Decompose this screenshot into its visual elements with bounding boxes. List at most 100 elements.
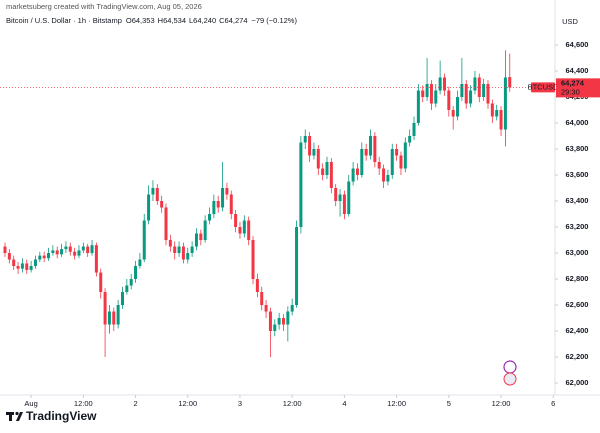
price-tag: [556, 78, 600, 98]
candle-body: [299, 142, 303, 228]
candle-body: [295, 227, 299, 306]
candle-body: [16, 266, 20, 269]
x-tick-label: 12:00: [74, 399, 93, 408]
candle-body: [290, 305, 294, 312]
candle-body: [264, 305, 268, 312]
x-tick-label: Aug: [24, 399, 37, 408]
candle-body: [7, 253, 11, 260]
ohlc-label: L64,240: [189, 16, 216, 25]
candle-body: [212, 201, 216, 215]
candle-body: [434, 90, 438, 104]
countdown: 29:30: [561, 87, 580, 96]
candle-body: [451, 109, 455, 117]
candle-body: [77, 250, 81, 256]
candle-body: [38, 255, 42, 260]
candle-body: [399, 155, 403, 169]
x-tick-label: 3: [238, 399, 242, 408]
candle-body: [273, 324, 277, 332]
brand: TradingView: [26, 409, 97, 423]
candle-body: [251, 240, 255, 280]
candle-body: [173, 246, 177, 254]
candle-body: [125, 285, 129, 293]
currency: USD: [562, 17, 578, 26]
candle-body: [64, 246, 68, 250]
candle-body: [255, 279, 259, 293]
candle-body: [377, 162, 381, 169]
symbol-tag: [531, 82, 555, 93]
candle-body: [99, 272, 103, 293]
ohlc-label: C64,274: [219, 16, 247, 25]
candle-body: [442, 77, 446, 91]
candle-body: [134, 266, 138, 280]
candle-body: [208, 214, 212, 221]
candle-body: [421, 90, 425, 97]
candle-body: [90, 245, 94, 254]
ohlc-label: O64,353: [126, 16, 155, 25]
candle-body: [464, 83, 468, 104]
y-tick-label: 64,600: [566, 40, 589, 49]
x-tick-label: 12:00: [178, 399, 197, 408]
candle-body: [112, 311, 116, 325]
brand-logo: [6, 411, 23, 421]
candle-body: [486, 83, 490, 104]
candle-body: [107, 311, 111, 325]
candle-body: [186, 253, 190, 260]
candle-body: [81, 246, 85, 251]
candle-body: [190, 246, 194, 254]
candle-body: [416, 90, 420, 123]
candle-body: [177, 246, 181, 254]
candle-body: [181, 246, 185, 260]
candle-body: [495, 109, 499, 117]
x-tick-label: 6: [551, 399, 555, 408]
candle-body: [234, 214, 238, 228]
candle-body: [160, 201, 164, 208]
candle-body: [60, 249, 64, 255]
ohlc-label: H64,534: [158, 16, 186, 25]
candle-body: [403, 142, 407, 169]
candle-body: [68, 246, 72, 252]
price-tag-label: 64,274: [561, 78, 585, 87]
candle-body: [347, 181, 351, 215]
candle-body: [20, 263, 24, 269]
candle-body: [490, 103, 494, 117]
candle-body: [390, 149, 394, 176]
candle-body: [51, 250, 55, 254]
y-tick-label: 63,800: [566, 144, 589, 153]
candle-body: [42, 255, 46, 259]
candle-body: [286, 311, 290, 325]
candle-body: [281, 318, 285, 325]
candle-body: [429, 83, 433, 104]
candle-body: [86, 246, 90, 254]
y-tick-label: 62,400: [566, 326, 589, 335]
y-tick-label: 63,400: [566, 196, 589, 205]
candle-body: [268, 311, 272, 332]
candle-body: [460, 83, 464, 97]
candle-body: [221, 188, 225, 208]
candle-body: [364, 149, 368, 156]
candle-body: [216, 201, 220, 208]
x-tick-label: 4: [342, 399, 346, 408]
candle-body: [199, 233, 203, 241]
y-tick-label: 62,600: [566, 300, 589, 309]
candle-body: [438, 77, 442, 91]
candle-body: [12, 259, 16, 267]
candle-body: [203, 220, 207, 241]
x-tick-label: 2: [133, 399, 137, 408]
x-tick-label: 12:00: [492, 399, 511, 408]
candle-body: [382, 168, 386, 182]
candle-body: [260, 292, 264, 306]
candle-body: [316, 149, 320, 169]
candle-body: [94, 245, 98, 273]
candle-body: [499, 109, 503, 130]
candle-body: [33, 259, 37, 267]
candle-body: [369, 136, 373, 156]
candle-body: [312, 149, 316, 156]
candle-body: [116, 305, 120, 325]
header: marketsuberg created with TradingView.co…: [6, 2, 202, 11]
y-tick-label: 64,000: [566, 118, 589, 127]
x-tick-label: 12:00: [387, 399, 406, 408]
candle-body: [355, 168, 359, 176]
candle-body: [120, 292, 124, 306]
candle-body: [469, 90, 473, 104]
candle-body: [55, 250, 59, 255]
